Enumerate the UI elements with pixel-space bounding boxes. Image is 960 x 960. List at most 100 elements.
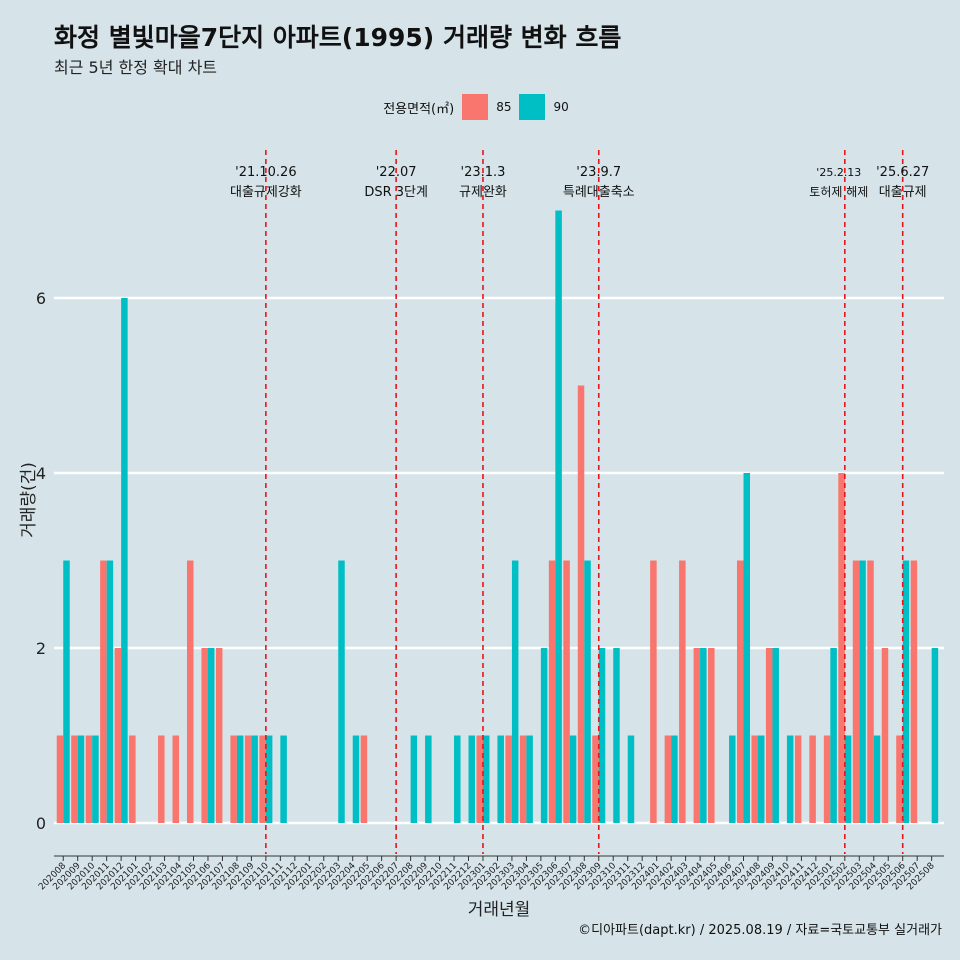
bar-85-202408	[751, 735, 758, 823]
bar-85-202008	[56, 735, 64, 823]
y-tick-label: 2	[36, 639, 46, 658]
legend-title: 전용면적(㎡)	[383, 101, 455, 117]
bar-85-202301	[476, 735, 483, 823]
bar-90-202301	[482, 735, 490, 823]
event-date-2: '23.1.3	[461, 165, 506, 180]
bar-85-202304	[519, 735, 527, 823]
bar-85-202205	[360, 735, 368, 823]
bar-90-202009	[77, 735, 85, 823]
y-tick-label: 4	[36, 464, 46, 483]
event-date-3: '23.9.7	[576, 165, 621, 180]
bar-85-202010	[85, 735, 93, 823]
bar-90-202503	[859, 560, 866, 823]
bar-90-202304	[526, 735, 533, 823]
bar-90-202407	[743, 473, 751, 823]
bar-85-202412	[809, 735, 816, 823]
chart-title: 화정 별빛마을7단지 아파트(1995) 거래량 변화 흐름	[54, 23, 622, 52]
bar-85-202404	[693, 648, 701, 823]
event-date-1: '22.07	[376, 165, 417, 180]
bar-85-202011	[100, 560, 107, 823]
bar-85-202503	[852, 560, 860, 823]
bar-90-202506	[902, 560, 910, 823]
bar-85-202401	[650, 560, 657, 823]
bar-85-202403	[679, 560, 686, 823]
bar-90-202211	[454, 735, 461, 823]
y-axis-title: 거래량(건)	[19, 462, 39, 538]
event-date-4: '25.2.13	[816, 166, 861, 179]
bar-90-202504	[873, 735, 881, 823]
bar-90-202208	[410, 735, 418, 823]
bar-90-202109	[251, 735, 258, 823]
source-caption: ©디아파트(dapt.kr) / 2025.08.19 / 자료=국토교통부 실…	[578, 923, 942, 938]
event-label-2: 규제완화	[459, 185, 507, 200]
bar-85-202108	[230, 735, 237, 823]
event-label-3: 특례대출축소	[563, 185, 635, 200]
bar-85-202107	[215, 648, 223, 823]
legend-label-90: 90	[553, 100, 569, 114]
bar-90-202309	[598, 648, 606, 823]
bar-85-202012	[114, 648, 122, 823]
bar-90-202010	[92, 735, 99, 823]
event-label-5: 대출규제	[879, 185, 927, 200]
chart-subtitle: 최근 5년 한정 확대 차트	[54, 58, 218, 77]
bar-85-202507	[910, 560, 918, 823]
bar-85-202309	[592, 735, 599, 823]
legend-key-85	[462, 94, 489, 120]
legend: 전용면적(㎡) 85 90	[0, 94, 960, 120]
bar-90-202111	[280, 735, 287, 823]
bar-90-202408	[757, 735, 765, 823]
bar-90-202501	[830, 648, 837, 823]
bar-85-202407	[736, 560, 744, 823]
bar-85-202303	[505, 735, 512, 823]
bar-85-202101	[129, 735, 136, 823]
bar-90-202311	[627, 735, 635, 823]
event-label-1: DSR 3단계	[364, 185, 428, 200]
bar-90-202406	[729, 735, 736, 823]
bar-85-202103	[158, 735, 165, 823]
bar-85-202009	[71, 735, 78, 823]
bar-90-202410	[786, 735, 794, 823]
bar-90-202012	[121, 298, 128, 823]
bar-85-202411	[794, 735, 802, 823]
bar-85-202308	[577, 385, 585, 823]
legend-label-85: 85	[496, 100, 512, 114]
bar-85-202505	[881, 648, 889, 823]
bar-85-202105	[186, 560, 194, 823]
event-date-5: '25.6.27	[876, 165, 929, 180]
bar-85-202110	[259, 735, 266, 823]
bar-85-202106	[201, 648, 208, 823]
bar-85-202501	[823, 735, 831, 823]
event-label-4: 토허제 해제	[809, 185, 868, 199]
bar-90-202204	[352, 735, 360, 823]
bar-90-202508	[931, 648, 939, 823]
bar-85-202109	[244, 735, 252, 823]
bar-90-202203	[338, 560, 345, 823]
bar-90-202209	[425, 735, 432, 823]
event-date-0: '21.10.26	[235, 165, 296, 180]
bar-90-202307	[569, 735, 577, 823]
bar-90-202011	[106, 560, 114, 823]
bar-90-202308	[584, 560, 591, 823]
bar-85-202307	[563, 560, 570, 823]
bar-90-202305	[540, 648, 548, 823]
bar-85-202504	[867, 560, 874, 823]
bar-90-202409	[772, 648, 779, 823]
y-tick-label: 6	[36, 289, 46, 308]
bar-90-202402	[671, 735, 678, 823]
bar-90-202404	[700, 648, 707, 823]
bar-90-202502	[844, 735, 852, 823]
bar-85-202104	[172, 735, 180, 823]
x-axis-title: 거래년월	[468, 900, 531, 920]
bar-90-202306	[555, 210, 562, 823]
bar-85-202502	[838, 473, 845, 823]
bar-90-202008	[63, 560, 70, 823]
bar-90-202212	[468, 735, 476, 823]
bar-85-202306	[548, 560, 556, 823]
event-label-0: 대출규제강화	[230, 185, 302, 200]
bar-90-202302	[497, 735, 504, 823]
bar-85-202409	[765, 648, 773, 823]
bar-85-202506	[896, 735, 903, 823]
bar-90-202110	[265, 735, 273, 823]
bar-90-202108	[236, 735, 244, 823]
